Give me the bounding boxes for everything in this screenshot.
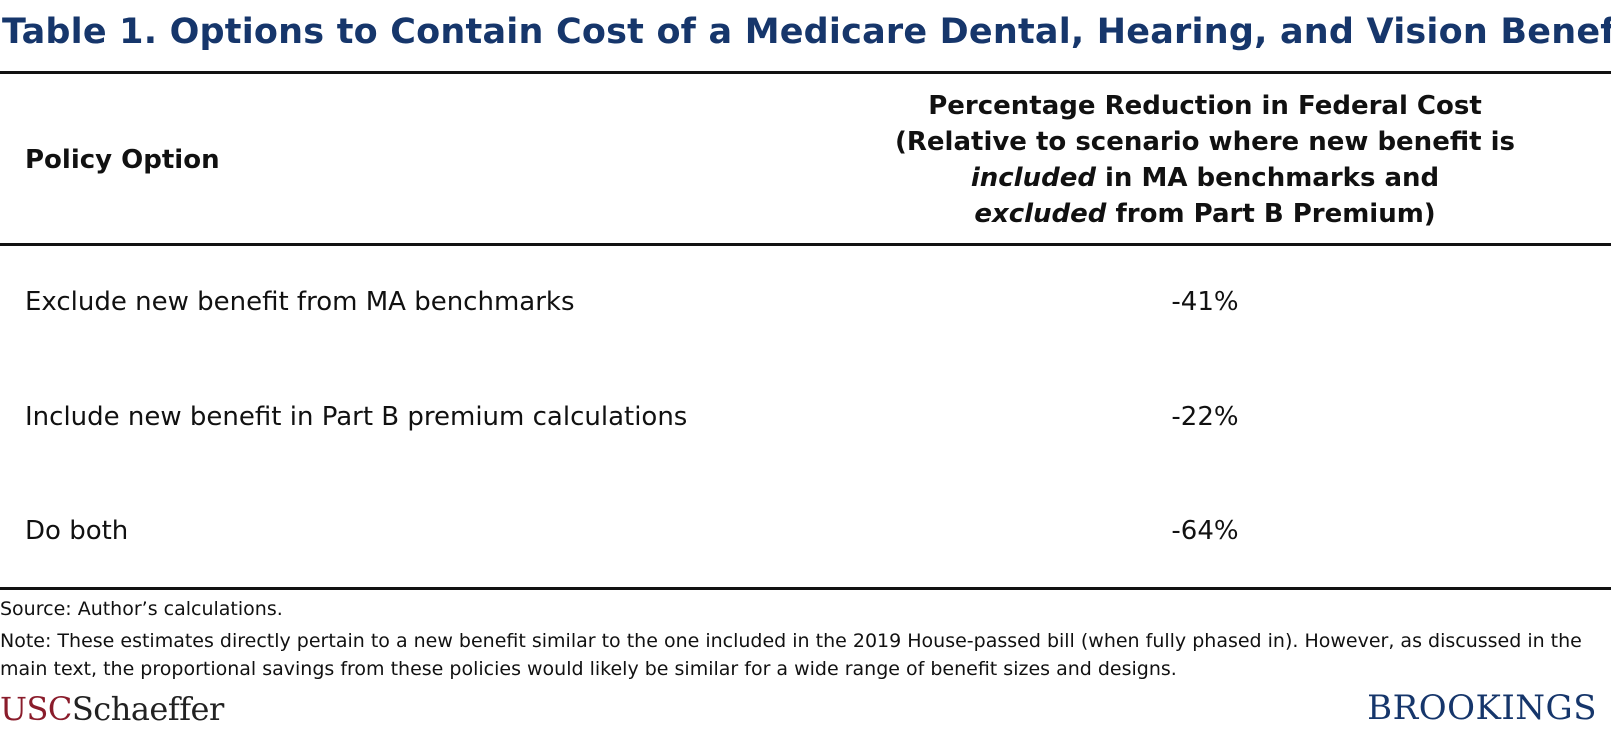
row-label: Include new benefit in Part B premium ca… bbox=[25, 402, 688, 432]
row-value: -41% bbox=[1171, 287, 1239, 317]
header-line-4: excluded from Part B Premium) bbox=[895, 196, 1515, 232]
row-label: Do both bbox=[25, 516, 129, 546]
usc-logo-text: USC bbox=[0, 690, 72, 728]
header-line-1: Percentage Reduction in Federal Cost bbox=[928, 91, 1482, 121]
usc-schaeffer-logo: USCSchaeffer bbox=[0, 690, 224, 728]
header-rule bbox=[0, 243, 1611, 246]
brookings-logo: BROOKINGS bbox=[1367, 688, 1597, 728]
schaeffer-logo-text: Schaeffer bbox=[71, 690, 224, 728]
row-value: -64% bbox=[1171, 516, 1239, 546]
bottom-rule bbox=[0, 587, 1611, 590]
header-included-italic: included bbox=[970, 163, 1096, 193]
row-value: -22% bbox=[1171, 402, 1239, 432]
table-title: Table 1. Options to Contain Cost of a Me… bbox=[2, 12, 1611, 52]
column-header-policy-option: Policy Option bbox=[25, 145, 220, 175]
header-line-2: (Relative to scenario where new benefit … bbox=[895, 127, 1515, 157]
source-note: Source: Author’s calculations. bbox=[0, 598, 283, 620]
column-header-percentage-reduction: Percentage Reduction in Federal Cost (Re… bbox=[895, 88, 1515, 232]
footnote: Note: These estimates directly pertain t… bbox=[0, 630, 1582, 680]
top-rule bbox=[0, 71, 1611, 74]
header-line-3: included in MA benchmarks and bbox=[895, 160, 1515, 196]
header-excluded-italic: excluded bbox=[974, 199, 1107, 229]
header-line-4-rest: from Part B Premium) bbox=[1106, 199, 1436, 229]
row-label: Exclude new benefit from MA benchmarks bbox=[25, 287, 575, 317]
header-line-3-rest: in MA benchmarks and bbox=[1095, 163, 1440, 193]
